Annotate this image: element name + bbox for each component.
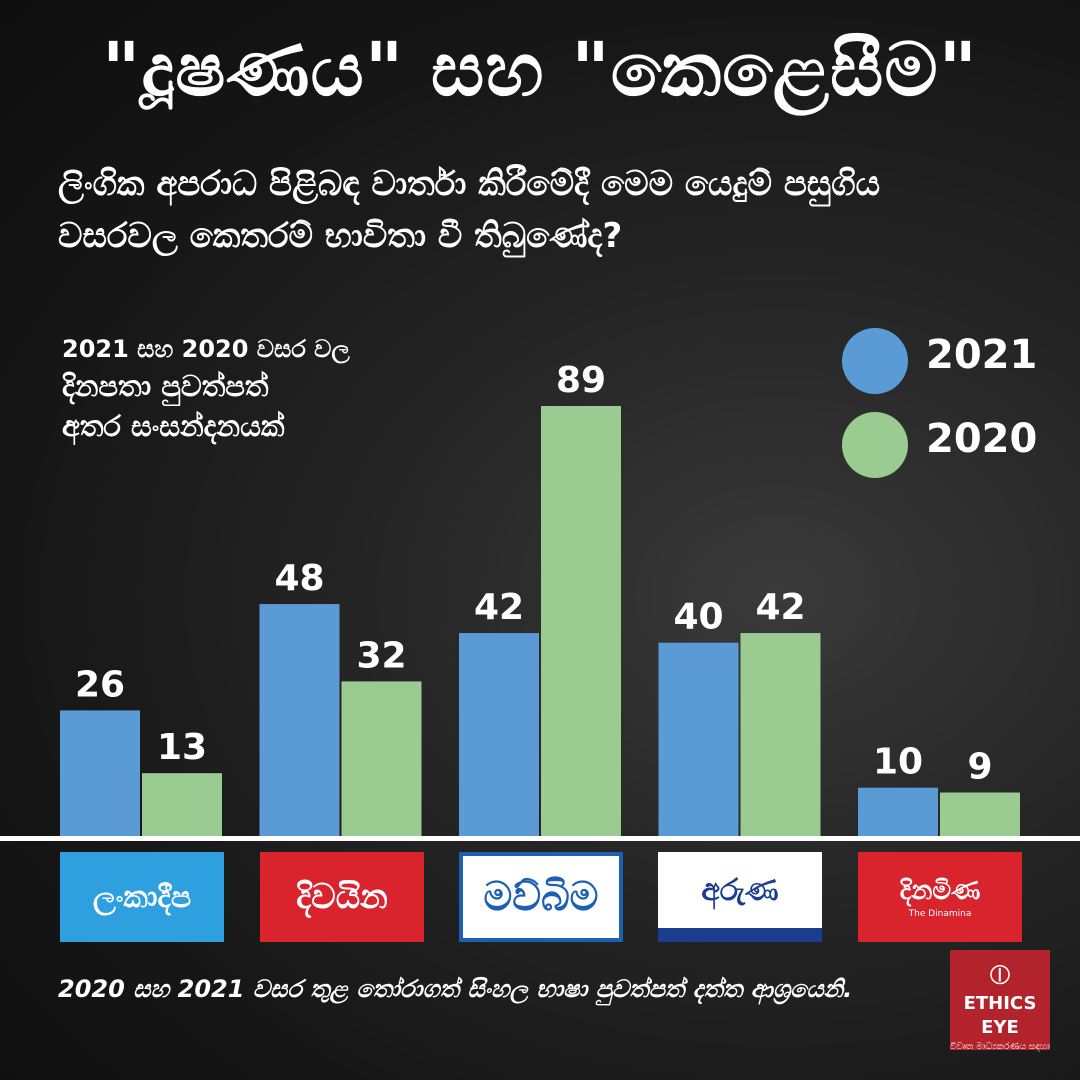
logo-aruna-text: අරුණ	[701, 872, 779, 908]
data-label-2021-1: 48	[274, 558, 324, 599]
data-label-2020-1: 32	[356, 635, 406, 676]
data-label-2020-3: 42	[755, 587, 805, 628]
bar-2021-0	[60, 710, 140, 836]
badge-tagline: විවෘත මාධ්‍යකරණය සඳහා	[950, 1042, 1050, 1052]
page-title: "දූෂණය" සහ "කෙළෙසීම"	[101, 27, 979, 113]
data-label-2020-2: 89	[556, 360, 606, 401]
data-label-2020-4: 9	[967, 747, 992, 788]
logo-divaina-text: දිවයින	[296, 877, 388, 917]
ethics-eye-logo-icon: ⦶	[989, 958, 1011, 991]
data-label-2020-0: 13	[157, 727, 207, 768]
logo-mawbima-text: මව්බිම	[483, 874, 599, 920]
legend-label-2020: 2020	[926, 416, 1038, 462]
legend-label-2021: 2021	[926, 332, 1038, 378]
badge-name: ETHICS EYE	[963, 993, 1037, 1038]
bar-2021-2	[459, 633, 539, 836]
bar-2021-1	[259, 604, 340, 836]
data-label-2021-3: 40	[673, 597, 723, 638]
chart-legend: 2021 2020	[842, 322, 1042, 490]
note-line-2: දිනපතා පුවත්පත්	[62, 369, 269, 403]
legend-swatch-2020	[842, 412, 908, 478]
bar-2020-4	[940, 792, 1020, 836]
logo-divaina: දිවයින	[260, 852, 424, 942]
note-line-1: 2021 සහ 2020 වසර වල	[62, 335, 350, 363]
chart-baseline	[0, 836, 1080, 841]
legend-item-2020: 2020	[842, 406, 1042, 490]
ethics-eye-badge: ⦶ ETHICS EYE විවෘත මාධ්‍යකරණය සඳහා	[950, 950, 1050, 1052]
legend-item-2021: 2021	[842, 322, 1042, 406]
bar-2020-1	[341, 681, 422, 836]
comparison-note: 2021 සහ 2020 වසර වල දිනපතා පුවත්පත් අතර …	[62, 332, 442, 446]
logo-lankadeepa-text: ලංකාදීප	[92, 879, 192, 915]
logo-dinamina-text: දිනමිණ	[899, 875, 981, 906]
logo-dinamina: දිනමිණ The Dinamina	[858, 852, 1022, 942]
logo-aruna: අරුණ	[658, 852, 822, 942]
data-label-2021-4: 10	[873, 742, 923, 783]
bar-2021-4	[858, 787, 938, 836]
source-note: 2020 සහ 2021 වසර තුළ තෝරාගත් සිංහල භාෂා …	[58, 975, 853, 1003]
logo-lankadeepa: ලංකාදීප	[60, 852, 224, 942]
bar-2020-0	[142, 773, 222, 836]
data-label-2021-0: 26	[75, 664, 125, 705]
page-subtitle: ලිංගික අපරාධ පිළිබඳ වාර්තා කිරීමේදී මෙම …	[58, 164, 881, 256]
bar-2021-3	[658, 642, 739, 836]
logo-dinamina-subtext: The Dinamina	[908, 908, 972, 919]
bar-2020-2	[541, 406, 621, 836]
logo-mawbima: මව්බිම	[459, 852, 623, 942]
legend-swatch-2021	[842, 328, 908, 394]
bar-chart: 26 13 48 32 42 89 40 42 10 9	[60, 360, 1020, 836]
data-label-2021-2: 42	[474, 587, 524, 628]
bar-2020-3	[740, 633, 821, 836]
note-line-3: අතර සංසන්දනයක්	[62, 409, 285, 443]
